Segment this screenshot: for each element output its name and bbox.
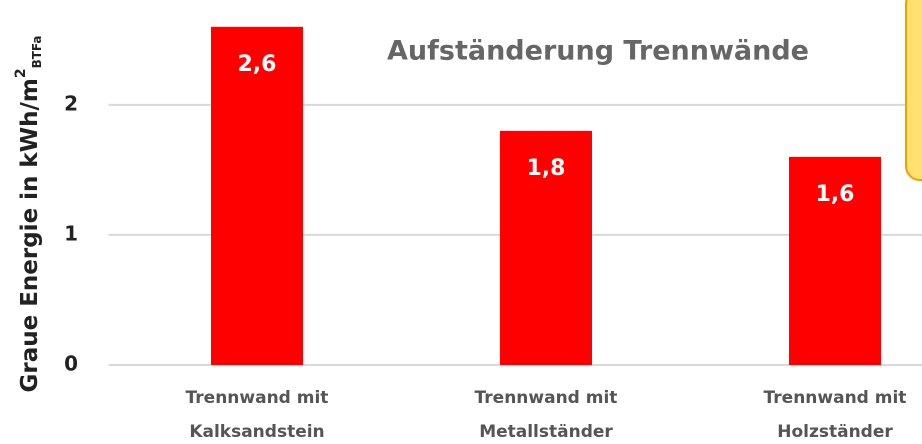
value-label: 1,6 xyxy=(816,182,855,207)
bar xyxy=(211,26,303,366)
bar xyxy=(789,156,881,365)
y-tick-label: 0 xyxy=(64,352,78,376)
y-tick-label: 2 xyxy=(64,91,78,115)
chart-title: Aufständerung Trennwände xyxy=(387,36,809,67)
y-axis-label-sub: BTFa xyxy=(30,35,44,68)
x-tick-label: Trennwand mit Kalksandstein xyxy=(185,388,329,442)
bar xyxy=(500,130,592,365)
y-axis-label-text: Graue Energie in kWh/m xyxy=(17,78,43,392)
value-label: 2,6 xyxy=(238,52,277,77)
y-axis-label-sup: 2 xyxy=(13,68,29,78)
value-label: 1,8 xyxy=(527,156,566,181)
note-box xyxy=(905,0,922,181)
y-tick-label: 1 xyxy=(64,221,78,245)
x-tick-label: Trennwand mit Holzständer xyxy=(763,388,907,442)
y-axis-label: Graue Energie in kWh/m2BTFa xyxy=(13,35,44,392)
x-tick-label: Trennwand mit Metallständer xyxy=(474,388,618,442)
